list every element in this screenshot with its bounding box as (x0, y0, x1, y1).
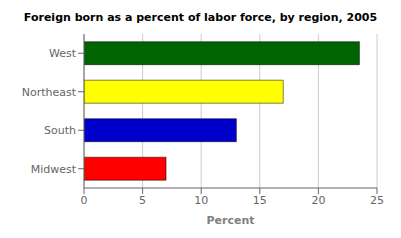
svg-text:Midwest: Midwest (31, 163, 77, 176)
svg-text:South: South (44, 124, 76, 137)
svg-text:West: West (49, 47, 77, 60)
svg-text:10: 10 (194, 194, 208, 207)
svg-text:0: 0 (81, 194, 88, 207)
svg-text:15: 15 (253, 194, 267, 207)
svg-text:Northeast: Northeast (22, 86, 77, 99)
svg-text:5: 5 (139, 194, 146, 207)
svg-text:20: 20 (311, 194, 325, 207)
svg-text:Percent: Percent (206, 214, 254, 227)
html-text:Foreign born as a percent of l: Foreign born as a percent of labor force… (23, 11, 378, 24)
svg-text:25: 25 (370, 194, 384, 207)
